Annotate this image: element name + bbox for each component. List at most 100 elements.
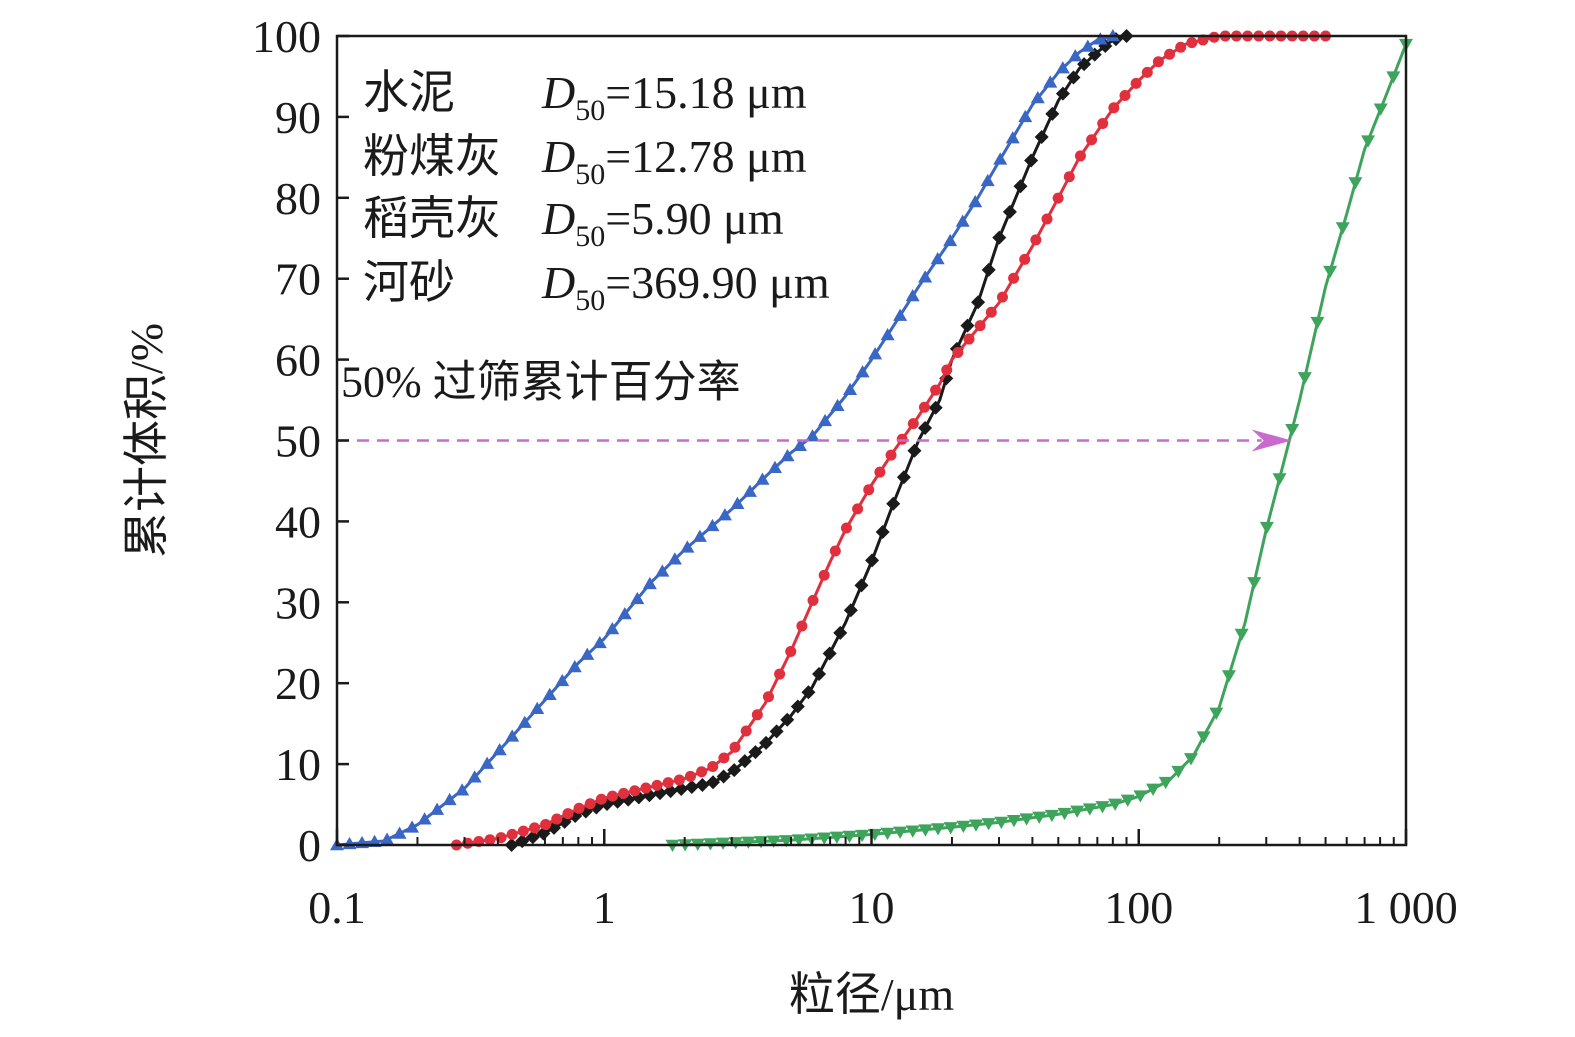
data-point-marker	[875, 524, 890, 539]
data-point-marker	[442, 792, 457, 806]
d50-value: =369.90 μm	[605, 257, 830, 308]
data-point-marker	[706, 775, 721, 790]
data-point-marker	[905, 289, 920, 302]
data-point-marker	[829, 545, 841, 557]
data-point-marker	[780, 712, 795, 727]
data-point-marker	[629, 785, 641, 797]
data-point-marker	[1361, 135, 1376, 148]
data-point-marker	[943, 233, 958, 247]
data-point-marker	[695, 778, 710, 793]
data-point-marker	[748, 745, 763, 760]
data-point-marker	[1196, 731, 1211, 744]
data-point-marker	[1055, 86, 1070, 101]
data-point-marker	[1146, 783, 1161, 796]
data-point-marker	[1044, 809, 1059, 823]
data-point-marker	[769, 724, 784, 739]
data-point-marker	[1082, 803, 1097, 816]
data-point-marker	[605, 622, 620, 635]
data-point-marker	[905, 825, 920, 838]
legend-series-name: 稻壳灰	[363, 193, 501, 244]
data-point-marker	[640, 782, 652, 794]
data-point-marker	[484, 834, 496, 846]
data-point-marker	[1119, 90, 1131, 102]
data-point-marker	[863, 484, 875, 496]
d-symbol: D	[541, 257, 575, 308]
data-point-marker	[630, 591, 645, 605]
legend-series-name: 河砂	[363, 257, 455, 308]
data-point-marker	[1186, 37, 1198, 49]
data-point-marker	[1272, 473, 1287, 486]
data-point-marker	[801, 685, 816, 700]
data-point-marker	[822, 646, 837, 661]
data-point-marker	[730, 496, 745, 510]
data-point-marker	[812, 666, 827, 681]
data-point-marker	[840, 522, 852, 534]
series-1	[504, 29, 1134, 852]
data-point-marker	[1030, 91, 1045, 104]
data-point-marker	[696, 766, 708, 778]
y-tick-label: 50	[275, 416, 321, 467]
data-point-marker	[880, 327, 895, 341]
annotation-label: 50% 过筛累计百分率	[341, 358, 741, 407]
data-point-marker	[868, 347, 883, 360]
y-tick-label: 100	[252, 11, 321, 62]
data-point-marker	[1095, 801, 1110, 814]
data-point-marker	[896, 470, 911, 485]
data-point-marker	[536, 826, 551, 841]
annotation-layer: 50% 过筛累计百分率	[337, 358, 1292, 452]
data-point-marker	[1323, 265, 1338, 279]
x-tick-label: 0.1	[308, 882, 366, 933]
data-point-marker	[1063, 171, 1075, 183]
data-point-marker	[952, 346, 964, 358]
data-point-marker	[1002, 204, 1017, 219]
data-point-marker	[969, 819, 984, 832]
data-point-marker	[562, 808, 574, 820]
data-point-marker	[540, 818, 552, 830]
data-point-marker	[1386, 71, 1401, 84]
data-point-marker	[994, 816, 1009, 830]
data-point-marker	[1024, 153, 1039, 168]
data-point-marker	[606, 790, 618, 802]
data-point-marker	[506, 828, 518, 840]
data-point-marker	[740, 725, 752, 737]
d-subscript: 50	[575, 158, 605, 191]
data-point-marker	[617, 606, 632, 620]
data-point-marker	[1247, 577, 1262, 590]
data-point-marker	[907, 443, 922, 458]
legend-d50: D50=369.90 μm	[541, 257, 830, 317]
y-tick-label: 60	[275, 335, 321, 386]
data-point-marker	[992, 230, 1007, 245]
data-point-marker	[1086, 134, 1098, 146]
data-point-marker	[830, 398, 845, 412]
data-point-marker	[842, 830, 857, 844]
data-point-marker	[930, 384, 942, 396]
data-point-marker	[843, 382, 858, 395]
data-point-marker	[865, 553, 880, 568]
data-point-marker	[1152, 56, 1164, 68]
data-point-marker	[791, 834, 806, 847]
data-point-marker	[793, 438, 808, 452]
data-point-marker	[996, 291, 1008, 303]
data-point-marker	[818, 413, 833, 427]
data-point-marker	[1133, 790, 1148, 803]
data-point-marker	[981, 818, 996, 831]
data-point-marker	[584, 798, 596, 810]
data-point-marker	[974, 320, 986, 332]
legend-d50: D50=12.78 μm	[541, 131, 807, 191]
data-point-marker	[785, 645, 797, 657]
data-point-marker	[907, 418, 919, 430]
data-point-marker	[1066, 70, 1081, 85]
data-point-marker	[918, 421, 933, 436]
data-point-marker	[707, 760, 719, 772]
data-point-marker	[1175, 41, 1187, 53]
x-tick-label: 1	[593, 882, 616, 933]
data-point-marker	[931, 823, 946, 836]
data-point-marker	[517, 715, 532, 728]
y-tick-label: 80	[275, 173, 321, 224]
data-point-marker	[716, 769, 731, 784]
data-point-marker	[651, 779, 663, 791]
data-point-marker	[742, 484, 757, 497]
data-point-marker	[727, 763, 742, 778]
data-point-marker	[1019, 253, 1031, 265]
data-point-marker	[955, 214, 970, 227]
